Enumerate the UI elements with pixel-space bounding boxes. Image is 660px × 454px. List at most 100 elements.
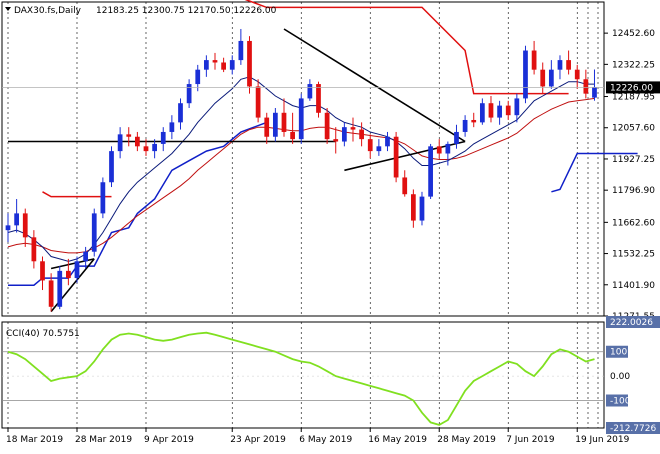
candle-body[interactable]	[497, 105, 502, 118]
candle-body[interactable]	[255, 86, 261, 118]
candle-body[interactable]	[22, 213, 28, 238]
y-tick-label: 12057.60	[612, 124, 655, 134]
candle-body[interactable]	[203, 60, 209, 70]
candle-body[interactable]	[479, 103, 485, 123]
candle-body[interactable]	[100, 182, 106, 214]
x-tick-label: 28 Mar 2019	[75, 435, 132, 445]
candle-body[interactable]	[359, 129, 364, 140]
cci-tick-label: 0.00	[610, 372, 630, 382]
trendline	[344, 140, 466, 172]
candle-body[interactable]	[212, 60, 218, 63]
candle-body[interactable]	[221, 62, 226, 70]
y-tick-label: 11796.90	[612, 186, 655, 196]
y-tick-label: 12452.60	[612, 29, 655, 39]
y-tick-label: 11927.25	[612, 155, 655, 165]
price-tag-label: 12226.00	[610, 83, 653, 93]
candle-body[interactable]	[385, 136, 390, 147]
candle-body[interactable]	[57, 270, 63, 307]
candle-body[interactable]	[574, 69, 580, 80]
candle-body[interactable]	[462, 119, 468, 132]
candle-body[interactable]	[333, 139, 339, 142]
x-tick-label: 7 Jun 2019	[506, 435, 555, 445]
candle-body[interactable]	[229, 60, 235, 70]
candle-body[interactable]	[583, 79, 589, 94]
candle-body[interactable]	[428, 146, 433, 197]
candle-body[interactable]	[557, 60, 563, 70]
candle-body[interactable]	[14, 213, 19, 226]
candle-body[interactable]	[531, 50, 537, 70]
candle-body[interactable]	[186, 84, 192, 104]
candle-body[interactable]	[402, 177, 408, 195]
y-tick-label: 11401.90	[612, 281, 655, 291]
candle-body[interactable]	[281, 112, 287, 132]
candle-body[interactable]	[566, 60, 571, 70]
stop-high-line	[42, 191, 112, 198]
candle-body[interactable]	[324, 112, 330, 140]
candle-body[interactable]	[592, 87, 597, 98]
candle-body[interactable]	[367, 139, 373, 152]
candle-body[interactable]	[74, 261, 80, 279]
cci-title: CCI(40) 70.5751	[6, 329, 80, 339]
candle-body[interactable]	[264, 117, 270, 137]
candle-body[interactable]	[436, 146, 442, 154]
candle-body[interactable]	[152, 143, 157, 152]
candle-body[interactable]	[238, 40, 244, 61]
cci-tick-label: -212.7726	[610, 424, 656, 434]
cci-tick-label: 100	[610, 348, 627, 358]
y-tick-label: 11662.60	[612, 218, 655, 228]
candle-body[interactable]	[178, 103, 183, 123]
candle-body[interactable]	[488, 103, 494, 118]
cci-panel[interactable]: 222.0026 100 0.00 -100 -212.7726	[1, 316, 660, 434]
cci-panel-border	[1, 321, 605, 429]
candle-body[interactable]	[126, 134, 132, 137]
candle-body[interactable]	[195, 69, 201, 85]
candle-body[interactable]	[272, 112, 278, 137]
main-panel[interactable]: 12452.60 12322.25 12187.95 12057.60 11927.25…	[1, 0, 660, 322]
cci-tick-label: -100	[610, 397, 631, 407]
candle-body[interactable]	[540, 69, 546, 87]
candle-body[interactable]	[48, 280, 54, 307]
candle-body[interactable]	[66, 270, 71, 279]
candle-body[interactable]	[505, 105, 511, 116]
candle-body[interactable]	[410, 194, 416, 221]
candle-body[interactable]	[117, 134, 123, 152]
cci-tag	[606, 394, 628, 407]
symbol-title: DAX30.fs,Daily	[14, 6, 82, 16]
candle-body[interactable]	[393, 136, 399, 178]
cci-tag	[606, 345, 628, 358]
candle-body[interactable]	[169, 122, 175, 132]
candle-body[interactable]	[514, 98, 520, 116]
candle-body[interactable]	[341, 127, 347, 142]
candle-body[interactable]	[307, 84, 313, 99]
candle-body[interactable]	[298, 98, 304, 140]
cci-tag	[606, 422, 660, 434]
candle-body[interactable]	[40, 261, 45, 281]
candle-body[interactable]	[134, 136, 140, 147]
candle-body[interactable]	[523, 50, 528, 99]
candle-body[interactable]	[548, 69, 554, 87]
y-tick-label: 11532.25	[612, 250, 655, 260]
candle-body[interactable]	[454, 131, 459, 144]
candle-body[interactable]	[109, 151, 114, 183]
candle-body[interactable]	[376, 146, 382, 152]
candle-body[interactable]	[143, 146, 149, 152]
candle-body[interactable]	[5, 225, 11, 231]
candle-body[interactable]	[445, 143, 451, 154]
candle-body[interactable]	[471, 119, 477, 123]
cci-tick-label: 222.0026	[610, 318, 653, 328]
cci-line	[7, 331, 595, 426]
x-tick-label: 16 May 2019	[368, 435, 427, 445]
x-tick-label: 28 May 2019	[437, 435, 496, 445]
candle-body[interactable]	[290, 131, 295, 140]
candle-body[interactable]	[247, 40, 252, 87]
candle-body[interactable]	[350, 127, 356, 130]
candle-body[interactable]	[316, 84, 321, 113]
candle-body[interactable]	[31, 237, 37, 262]
menu-triangle-icon[interactable]	[5, 7, 11, 11]
candle-body[interactable]	[419, 196, 425, 221]
candle-body[interactable]	[91, 213, 97, 252]
candle-body[interactable]	[160, 131, 166, 144]
candle-body[interactable]	[83, 251, 88, 262]
